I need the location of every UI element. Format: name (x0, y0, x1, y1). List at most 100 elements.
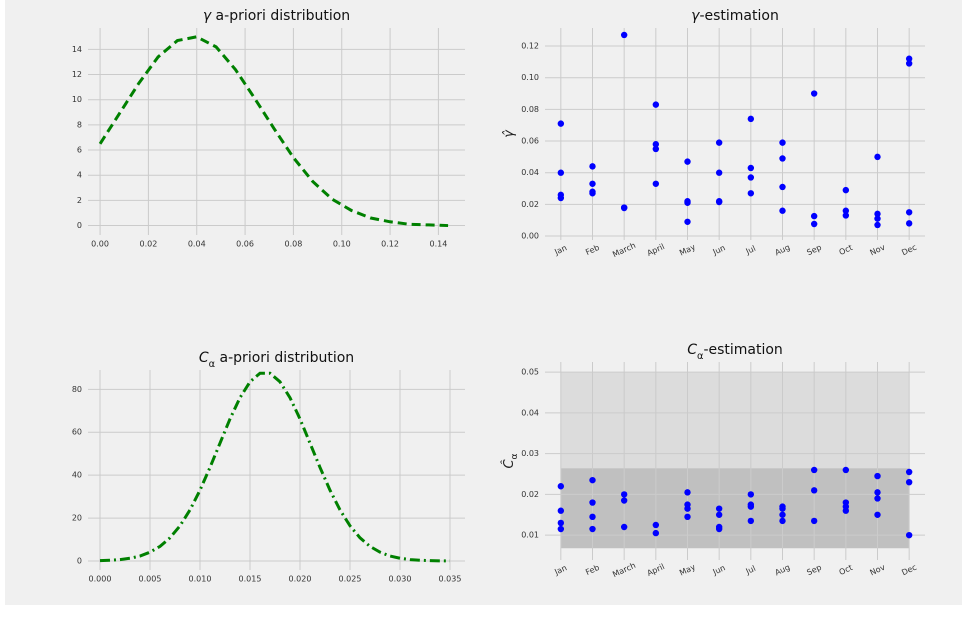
point (905, 209, 913, 216)
x-tick-label: 0.08 (285, 240, 303, 249)
y-tick-label: 12 (72, 70, 82, 79)
curve (98, 35, 449, 228)
chart-title-symbol: C (687, 342, 697, 358)
point (905, 55, 913, 62)
x-tick-label: 0.035 (439, 575, 462, 584)
y-axis-label-symbol: γ̂ (502, 129, 517, 138)
y-axis-label: Ĉα (501, 453, 520, 468)
point (842, 507, 850, 514)
x-tick-label: Jul (744, 564, 757, 577)
point (874, 495, 881, 502)
point (779, 183, 786, 191)
point (842, 466, 850, 474)
x-tick-label: 0.025 (339, 575, 362, 584)
point (779, 207, 786, 214)
y-tick-label: 0.02 (521, 200, 539, 209)
x-tick-label: 0.005 (139, 575, 162, 584)
band (560, 468, 910, 549)
point (684, 158, 691, 165)
point (620, 497, 628, 504)
y-tick-label: 0.08 (521, 105, 539, 114)
chart-title: γ-estimation (691, 8, 779, 24)
point (620, 204, 628, 212)
y-tick-label: 6 (77, 146, 82, 155)
point (589, 180, 596, 187)
x-tick-label: 0.12 (381, 240, 399, 249)
point (905, 478, 913, 486)
point (779, 511, 786, 518)
chart-title-text: -estimation (703, 342, 782, 358)
point (715, 198, 723, 206)
point (810, 466, 818, 474)
point (874, 511, 881, 518)
x-tick-label: 0.015 (239, 575, 262, 584)
y-tick-label: 14 (72, 45, 82, 54)
point (842, 207, 850, 214)
x-tick-label: 0.030 (389, 575, 412, 584)
y-tick-label: 8 (77, 120, 82, 129)
x-tick-label: 0.02 (140, 240, 158, 249)
point (810, 220, 818, 228)
y-tick-label: 40 (72, 471, 82, 480)
point (557, 483, 565, 490)
point (874, 221, 881, 229)
point (620, 523, 628, 531)
chart-title-symbol: γ (691, 8, 700, 24)
point (874, 489, 881, 496)
point (842, 186, 850, 194)
x-tick-label: 0.00 (91, 240, 109, 249)
point (905, 60, 913, 67)
point (905, 220, 913, 227)
point (747, 491, 755, 498)
x-tick-label: 0.14 (430, 240, 448, 249)
chart-title-symbol: γ (203, 8, 212, 24)
point (715, 139, 723, 146)
point (684, 218, 691, 225)
chart-title-subscript: α (697, 351, 703, 362)
chart-title-symbol: C (199, 350, 209, 366)
x-tick-label: 0.020 (289, 575, 312, 584)
curve (99, 371, 451, 563)
point (842, 212, 850, 219)
point (747, 190, 755, 197)
x-tick-label: 0.010 (189, 575, 212, 584)
point (652, 180, 660, 187)
y-axis-label: γ̂ (502, 129, 517, 138)
point (652, 101, 660, 108)
x-tick-label: 0.04 (188, 240, 206, 249)
chart-title: Cα-estimation (687, 342, 783, 362)
x-tick-label: 0.10 (333, 240, 351, 249)
y-tick-label: 0.04 (521, 408, 539, 417)
point (557, 507, 565, 514)
y-tick-label: 4 (77, 171, 82, 180)
x-tick-label: 0.000 (89, 575, 112, 584)
y-tick-label: 0 (77, 556, 82, 565)
y-tick-label: 2 (77, 196, 82, 205)
y-tick-label: 0.05 (521, 368, 539, 377)
point (779, 505, 786, 512)
chart-title-text: -estimation (699, 8, 778, 24)
y-tick-label: 0.04 (521, 168, 539, 177)
point (810, 212, 818, 220)
chart-title-text: a-priori distribution (215, 350, 354, 366)
point (557, 169, 565, 176)
y-axis-label-symbol: Ĉ (501, 459, 517, 469)
y-tick-label: 0.06 (521, 137, 539, 146)
y-tick-label: 0 (77, 221, 82, 230)
point (905, 468, 913, 476)
point (747, 115, 755, 123)
point (779, 139, 786, 146)
point (810, 517, 818, 525)
point (557, 194, 565, 202)
point (620, 491, 628, 498)
chart-title-text: a-priori distribution (211, 8, 350, 24)
point (874, 153, 881, 161)
point (589, 163, 596, 170)
point (557, 120, 565, 127)
point (589, 513, 596, 521)
y-tick-label: 0.00 (521, 232, 539, 241)
y-tick-label: 0.01 (521, 531, 539, 540)
point (557, 525, 565, 533)
point (652, 141, 660, 148)
